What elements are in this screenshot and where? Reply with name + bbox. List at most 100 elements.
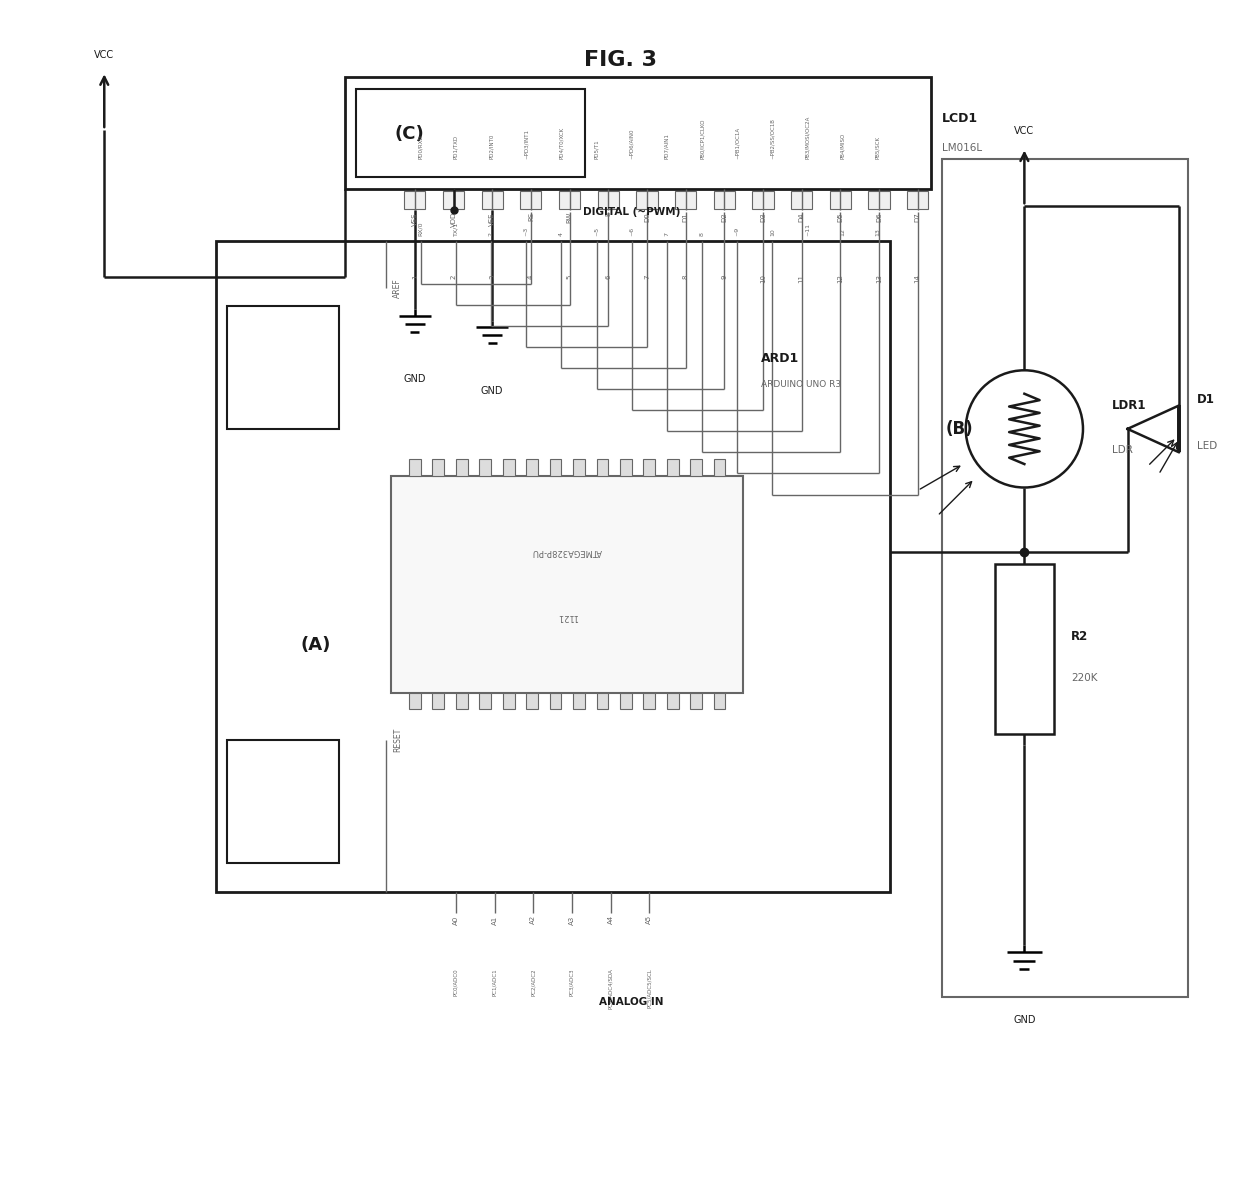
Text: PD2/INT0: PD2/INT0: [489, 134, 494, 159]
Text: ANALOG IN: ANALOG IN: [599, 997, 663, 1007]
Text: 9: 9: [722, 274, 728, 279]
Text: GND: GND: [1013, 1015, 1035, 1025]
Bar: [830, 191, 851, 209]
Bar: [791, 191, 812, 209]
Text: DIGITAL (~PWM): DIGITAL (~PWM): [583, 208, 681, 217]
Bar: [691, 693, 702, 709]
Bar: [481, 191, 502, 209]
Text: ATMEGA328P-PU: ATMEGA328P-PU: [532, 547, 603, 556]
Text: VSS: VSS: [412, 212, 418, 225]
Text: PD7/AIN1: PD7/AIN1: [665, 134, 670, 159]
Text: PD1/TXD: PD1/TXD: [454, 135, 459, 159]
Bar: [636, 191, 657, 209]
Text: A5: A5: [646, 916, 652, 924]
Bar: [644, 459, 655, 476]
Text: LCD1: LCD1: [942, 111, 978, 125]
Text: LM016L: LM016L: [942, 142, 982, 153]
Bar: [526, 459, 538, 476]
Text: D1: D1: [1197, 393, 1214, 406]
Bar: [392, 476, 743, 693]
Text: PD0/RXD: PD0/RXD: [418, 135, 423, 159]
Bar: [714, 191, 735, 209]
Bar: [868, 191, 889, 209]
Text: TX/1: TX/1: [454, 222, 459, 236]
Text: A4: A4: [608, 916, 614, 924]
Text: 13: 13: [875, 228, 880, 236]
Text: 10: 10: [770, 228, 775, 236]
Text: A3: A3: [569, 916, 575, 925]
Bar: [644, 693, 655, 709]
Text: (A): (A): [300, 636, 330, 653]
Bar: [667, 459, 678, 476]
Text: R2: R2: [1071, 631, 1089, 644]
Text: 14: 14: [915, 274, 921, 283]
Text: AREF: AREF: [393, 279, 402, 298]
Bar: [667, 693, 678, 709]
Text: VCC: VCC: [94, 50, 114, 59]
Text: VEE: VEE: [490, 212, 495, 225]
Bar: [409, 459, 420, 476]
Text: D3: D3: [760, 212, 766, 222]
Text: ~6: ~6: [629, 227, 634, 236]
Text: 11: 11: [799, 274, 805, 283]
Text: VDD: VDD: [450, 212, 456, 228]
Text: GND: GND: [404, 374, 427, 384]
Text: PB0/ICP1/CLKO: PB0/ICP1/CLKO: [699, 119, 704, 159]
Text: RESET: RESET: [393, 727, 402, 752]
Text: 3: 3: [490, 274, 495, 279]
Bar: [598, 191, 619, 209]
Bar: [549, 693, 562, 709]
Text: ~5: ~5: [594, 227, 599, 236]
Bar: [456, 693, 467, 709]
Text: PC0/ADC0: PC0/ADC0: [454, 968, 459, 996]
Text: A0: A0: [453, 916, 459, 925]
Text: D6: D6: [875, 212, 882, 222]
Bar: [456, 459, 467, 476]
Bar: [404, 191, 425, 209]
Text: ARD1: ARD1: [760, 352, 799, 365]
Bar: [502, 693, 515, 709]
Bar: [227, 740, 339, 862]
Text: PC5/ADC5/SCL: PC5/ADC5/SCL: [647, 968, 652, 1008]
Bar: [502, 459, 515, 476]
Text: ~9: ~9: [735, 227, 740, 236]
Text: 1121: 1121: [557, 612, 578, 621]
Text: 2: 2: [489, 231, 494, 236]
Bar: [433, 693, 444, 709]
Text: 4: 4: [528, 274, 534, 279]
Text: PB3/MOSI/OC2A: PB3/MOSI/OC2A: [805, 116, 810, 159]
Text: RW: RW: [567, 212, 573, 223]
Text: 2: 2: [450, 274, 456, 279]
Text: D1: D1: [683, 212, 688, 222]
Text: 7: 7: [665, 231, 670, 236]
Bar: [227, 306, 339, 429]
Bar: [443, 191, 464, 209]
Bar: [573, 693, 585, 709]
Bar: [480, 459, 491, 476]
Bar: [714, 459, 725, 476]
Text: ~PB2/SS/OC1B: ~PB2/SS/OC1B: [770, 119, 775, 159]
Text: LED: LED: [1197, 441, 1216, 452]
Bar: [345, 77, 930, 189]
Text: ARDUINO UNO R3: ARDUINO UNO R3: [760, 380, 841, 389]
Bar: [356, 89, 585, 177]
Text: PB5/SCK: PB5/SCK: [875, 136, 880, 159]
Bar: [691, 459, 702, 476]
Text: 6: 6: [605, 274, 611, 279]
Bar: [409, 693, 420, 709]
Bar: [596, 459, 609, 476]
Bar: [559, 191, 580, 209]
Text: D2: D2: [722, 212, 728, 222]
Text: PD4/T0/XCK: PD4/T0/XCK: [559, 127, 564, 159]
Bar: [526, 693, 538, 709]
Text: (B): (B): [946, 420, 973, 438]
Bar: [433, 459, 444, 476]
Text: ~3: ~3: [523, 227, 528, 236]
Bar: [753, 191, 774, 209]
Text: RX/0: RX/0: [418, 221, 423, 236]
Text: 12: 12: [837, 274, 843, 283]
Text: 1: 1: [412, 274, 418, 279]
Text: D7: D7: [915, 212, 921, 222]
Bar: [714, 693, 725, 709]
Text: A1: A1: [491, 916, 497, 925]
